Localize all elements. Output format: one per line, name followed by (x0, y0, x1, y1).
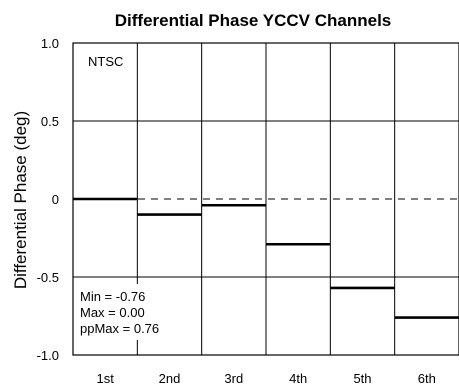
x-tick-label-3rd: 3rd (224, 371, 243, 386)
y-tick-label-0: 1.0 (41, 36, 59, 51)
y-tick-label-4: -1.0 (37, 348, 59, 363)
data-levels (73, 197, 459, 319)
y-tick-labels: 1.0 0.5 0 -0.5 -1.0 (37, 36, 59, 363)
stat-ppmax: ppMax = 0.76 (80, 321, 159, 336)
plot-frame (72, 42, 459, 356)
y-tick-label-3: -0.5 (37, 270, 59, 285)
standard-label: NTSC (88, 54, 123, 69)
stat-max: Max = 0.00 (80, 305, 145, 320)
x-tick-label-1st: 1st (96, 371, 114, 386)
y-axis-label: Differential Phase (deg) (11, 111, 30, 289)
x-tick-labels: 1st 2nd 3rd 4th 5th 6th (96, 371, 435, 386)
x-tick-label-5th: 5th (353, 371, 371, 386)
x-tick-label-2nd: 2nd (159, 371, 181, 386)
y-tick-label-1: 0.5 (41, 114, 59, 129)
stat-min: Min = -0.76 (80, 289, 145, 304)
chart-title: Differential Phase YCCV Channels (115, 11, 392, 30)
x-tick-label-6th: 6th (418, 371, 436, 386)
y-tick-label-2: 0 (52, 192, 59, 207)
grid-lines (73, 43, 459, 355)
stats-box (74, 284, 164, 340)
x-tick-label-4th: 4th (289, 371, 307, 386)
